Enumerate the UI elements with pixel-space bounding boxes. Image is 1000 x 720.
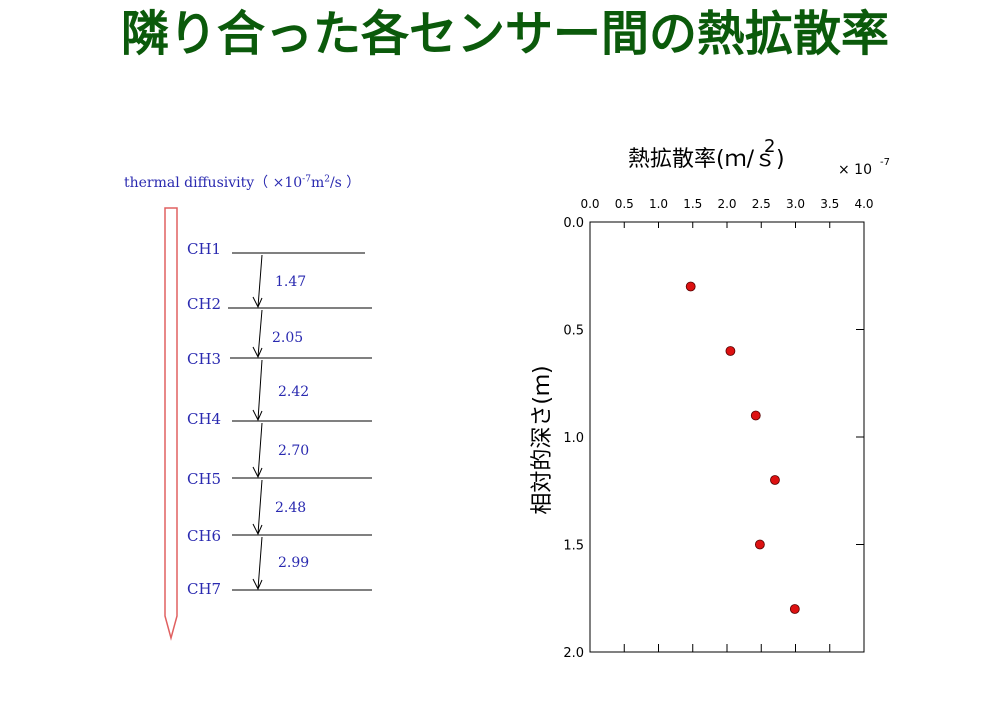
y-tick-label-4: 2.0 xyxy=(563,646,584,661)
page-title: 隣り合った各センサー間の熱拡散率 xyxy=(120,6,889,62)
x-tick-label-6: 3.0 xyxy=(786,197,805,211)
diffusivity-value-4: 2.70 xyxy=(278,443,310,459)
diffusivity-arrow-4 xyxy=(252,422,263,479)
channel-label-7: CH7 xyxy=(187,580,222,598)
diffusivity-arrow-1 xyxy=(252,254,263,309)
data-point-6 xyxy=(789,604,800,614)
chart-plot-area xyxy=(589,221,865,653)
diffusivity-header-unit: m xyxy=(310,175,325,191)
x-tick-label-5: 2.5 xyxy=(752,197,771,211)
diffusivity-header-suffix: /s ） xyxy=(329,175,361,191)
x-tick-label-2: 1.0 xyxy=(649,197,668,211)
x-tick-label-8: 4.0 xyxy=(854,197,873,211)
diffusivity-value-2: 2.05 xyxy=(272,330,304,346)
y-tick-label-1: 0.5 xyxy=(563,324,584,339)
diffusivity-value-3: 2.42 xyxy=(278,384,310,400)
data-point-4 xyxy=(770,475,780,485)
diffusivity-header-unit-exp: 2 xyxy=(324,174,330,185)
sensor-diagram-graphics xyxy=(164,207,372,641)
x-tick-label-3: 1.5 xyxy=(683,197,702,211)
diffusivity-header-prefix: thermal diffusivity（ ×10 xyxy=(124,175,303,191)
channel-label-4: CH4 xyxy=(187,410,222,428)
diffusivity-arrow-2 xyxy=(252,309,263,359)
chart-title: 熱拡散率(ｍ/ｓ) xyxy=(628,147,785,172)
x-tick-label-1: 0.5 xyxy=(615,197,634,211)
channel-label-1: CH1 xyxy=(187,240,222,258)
channel-label-2: CH2 xyxy=(187,295,222,313)
y-tick-label-3: 1.5 xyxy=(563,539,584,554)
diffusivity-value-6: 2.99 xyxy=(278,555,310,571)
channel-label-3: CH3 xyxy=(187,350,222,368)
sensor-probe xyxy=(164,207,178,641)
sensor-diagram: thermal diffusivity（ ×10-7m2/s ） CH1 CH2 C… xyxy=(0,0,480,720)
chart-multiplier: × 10 xyxy=(838,162,872,178)
channel-label-5: CH5 xyxy=(187,470,222,488)
diffusivity-header-exp: -7 xyxy=(302,174,311,185)
data-point-1 xyxy=(685,281,696,292)
chart-y-axis-label: 相対的深さ(ｍ) xyxy=(530,365,555,514)
diffusivity-arrow-3 xyxy=(252,359,263,422)
y-tick-label-2: 1.0 xyxy=(563,431,584,446)
diffusivity-value-5: 2.48 xyxy=(275,500,307,516)
x-tick-label-0: 0.0 xyxy=(580,197,599,211)
y-tick-label-0: 0.0 xyxy=(563,216,584,231)
x-tick-label-4: 2.0 xyxy=(717,197,736,211)
diffusivity-arrow-6 xyxy=(252,536,263,591)
diffusivity-arrow-5 xyxy=(252,479,263,536)
x-tick-label-7: 3.5 xyxy=(820,197,839,211)
data-point-2 xyxy=(725,346,736,356)
chart-title-unit-exp: 2 xyxy=(764,136,775,157)
diffusivity-header: thermal diffusivity（ ×10-7m2/s ） xyxy=(124,172,360,192)
data-point-5 xyxy=(754,539,765,550)
data-point-3 xyxy=(750,410,761,421)
channel-label-6: CH6 xyxy=(187,527,222,545)
diffusivity-value-1: 1.47 xyxy=(275,274,307,290)
chart-multiplier-exp: -7 xyxy=(880,157,890,168)
